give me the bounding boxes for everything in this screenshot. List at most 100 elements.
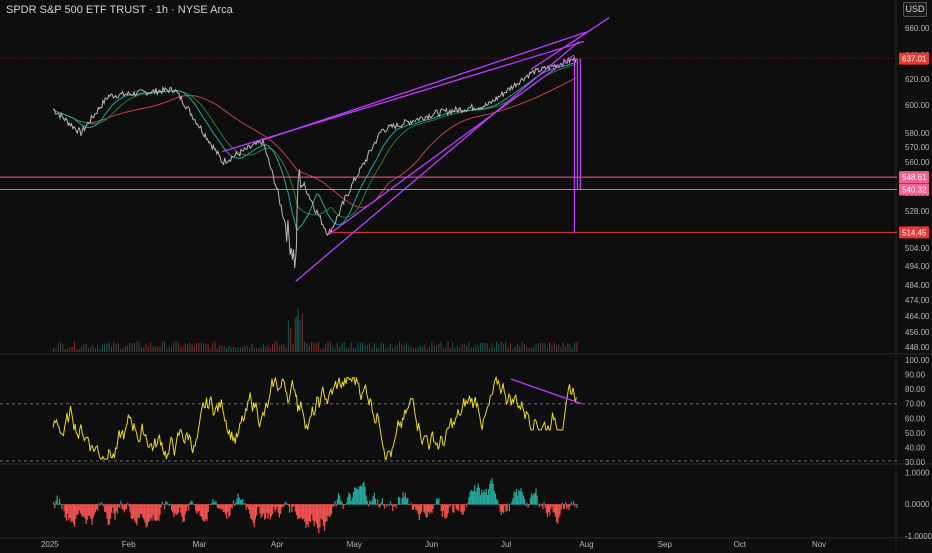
histogram-bar <box>256 504 258 516</box>
histogram-bar <box>319 504 321 528</box>
volume-bar <box>422 346 424 352</box>
histogram-bar <box>93 504 95 515</box>
volume-bar <box>526 346 528 352</box>
volume-bar <box>141 347 143 352</box>
volume-bar <box>64 348 66 352</box>
histogram-bar <box>519 490 521 505</box>
histogram-bar <box>223 504 225 512</box>
histogram-bar <box>574 504 576 507</box>
volume-bar <box>482 342 484 352</box>
histogram-bar <box>424 504 426 514</box>
currency-button[interactable]: USD <box>903 2 927 17</box>
histogram-bar <box>185 504 188 511</box>
histogram-bar <box>278 504 281 518</box>
histogram-bar <box>478 487 480 505</box>
histogram-bar <box>257 504 259 508</box>
histogram-bar <box>305 504 307 528</box>
volume-bar <box>200 342 202 352</box>
histogram-bar <box>116 504 118 514</box>
volume-bar <box>287 320 289 352</box>
histogram-bar <box>349 494 351 505</box>
histogram-bar <box>362 483 364 505</box>
rsi-line <box>52 375 577 460</box>
volume-bar <box>117 343 119 352</box>
volume-bar <box>55 348 57 352</box>
volume-bar <box>533 346 535 352</box>
volume-bar <box>262 344 264 352</box>
volume-bar <box>108 341 110 352</box>
histogram-bar <box>503 504 505 514</box>
histogram-bar <box>567 504 569 508</box>
histogram-bar <box>216 504 218 508</box>
histogram-bar <box>327 504 329 516</box>
histogram-bar <box>209 504 212 506</box>
volume-bar <box>292 343 294 352</box>
histogram-bar <box>245 504 247 510</box>
volume-bar <box>196 342 198 352</box>
histogram-bar <box>313 504 315 527</box>
histogram-bar <box>277 504 279 513</box>
histogram-bar <box>537 503 539 505</box>
histogram-bar <box>344 504 347 505</box>
histogram-bar <box>105 504 107 513</box>
volume-bar <box>438 343 440 352</box>
histogram-bar <box>112 504 114 508</box>
histogram-bar <box>463 504 465 512</box>
histogram-bar <box>452 504 454 512</box>
volume-bar <box>180 347 182 352</box>
histogram-bar <box>543 501 545 505</box>
histogram-bar <box>299 504 301 519</box>
volume-bar <box>296 315 298 352</box>
time-tick-label: Apr <box>271 540 284 549</box>
volume-bar <box>177 342 179 352</box>
histogram-bar <box>228 504 230 518</box>
histogram-bar <box>152 504 154 516</box>
histogram-bar <box>402 491 404 505</box>
histogram-bar <box>272 504 274 514</box>
histogram-bar <box>276 504 278 508</box>
rsi-tick-label: 70.00 <box>905 400 926 409</box>
volume-bar <box>479 342 481 352</box>
histogram-bar <box>295 504 298 516</box>
histogram-bar <box>568 504 570 511</box>
histogram-bar <box>571 503 574 505</box>
histogram-bar <box>104 504 106 512</box>
histogram-bar <box>484 492 486 505</box>
histogram-bar <box>174 504 176 514</box>
histogram-bar <box>274 504 276 512</box>
volume-bar <box>265 346 267 352</box>
histogram-bar <box>333 504 335 507</box>
volume-bar <box>207 344 209 352</box>
histogram-bar <box>400 504 402 505</box>
histogram-bar <box>392 504 394 512</box>
volume-bar <box>251 343 253 352</box>
histogram-bar <box>492 483 494 505</box>
volume-bar <box>283 343 285 352</box>
histogram-bar <box>506 504 508 511</box>
volume-bar <box>94 348 96 352</box>
histogram-bar <box>113 504 115 514</box>
trendline-steep <box>530 17 610 70</box>
histogram-bar <box>549 504 551 516</box>
volume-bar <box>219 345 221 352</box>
volume-bar <box>228 346 230 352</box>
histogram-bar <box>460 504 462 512</box>
histogram-bar <box>137 504 139 518</box>
histogram-bar <box>534 492 536 505</box>
volume-bar <box>339 346 341 352</box>
histogram-bar <box>107 504 109 525</box>
histogram-bar <box>345 502 348 505</box>
histogram-bar <box>143 504 145 520</box>
volume-bar <box>216 348 218 352</box>
volume-bar <box>436 345 438 352</box>
histogram-bar <box>455 504 457 510</box>
histogram-bar <box>145 504 147 528</box>
volume-bar <box>426 348 428 352</box>
volume-bar <box>392 348 394 352</box>
histogram-bar <box>314 504 316 522</box>
histogram-bar <box>168 504 170 507</box>
histogram-bar <box>350 500 352 505</box>
volume-bar <box>516 344 518 352</box>
